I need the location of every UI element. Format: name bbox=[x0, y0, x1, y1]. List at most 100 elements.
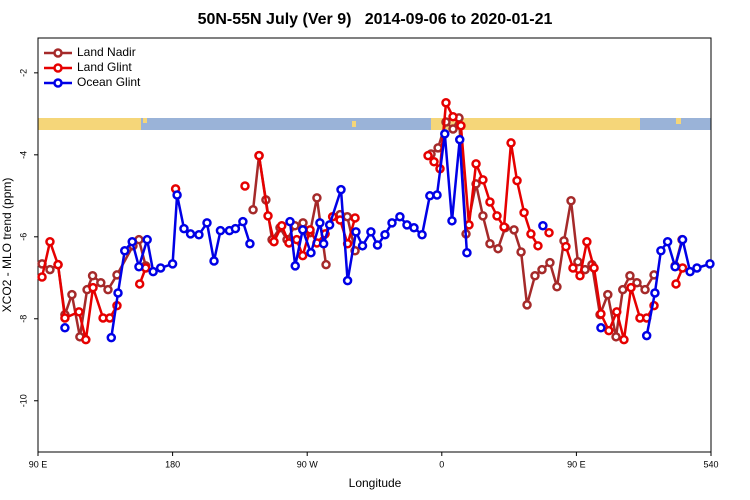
x-tick-label: 540 bbox=[703, 459, 718, 469]
legend-label: Land Nadir bbox=[77, 45, 136, 59]
y-axis-label: XCO2 - MLO trend (ppm) bbox=[0, 178, 14, 313]
data-point bbox=[45, 264, 55, 275]
data-point bbox=[516, 247, 526, 257]
data-point bbox=[471, 159, 481, 169]
data-point bbox=[357, 241, 368, 251]
data-point bbox=[53, 259, 63, 270]
data-point bbox=[67, 289, 77, 300]
data-point bbox=[238, 216, 248, 227]
data-point bbox=[179, 223, 189, 234]
data-point bbox=[561, 241, 571, 252]
legend-marker bbox=[53, 48, 63, 58]
band-ocean bbox=[640, 118, 711, 130]
data-point bbox=[566, 195, 576, 206]
data-point bbox=[380, 230, 390, 240]
data-point bbox=[596, 323, 606, 333]
band-land bbox=[352, 121, 356, 127]
data-point bbox=[619, 334, 629, 345]
y-tick-label: -6 bbox=[18, 233, 28, 241]
data-point bbox=[448, 111, 458, 122]
data-point bbox=[336, 184, 346, 195]
data-point bbox=[254, 150, 264, 161]
x-axis-label: Longitude bbox=[349, 476, 402, 490]
data-point bbox=[478, 175, 488, 185]
data-point bbox=[409, 223, 419, 233]
data-point bbox=[134, 261, 144, 272]
legend-marker bbox=[53, 63, 63, 73]
data-point bbox=[230, 223, 241, 234]
data-point bbox=[306, 248, 316, 258]
data-point bbox=[155, 263, 166, 273]
band-ocean bbox=[141, 118, 431, 130]
land-mask-band bbox=[38, 118, 711, 130]
data-point bbox=[297, 225, 308, 235]
data-point bbox=[106, 332, 117, 343]
data-point bbox=[194, 230, 204, 240]
data-point bbox=[290, 261, 300, 271]
plot-marks bbox=[37, 98, 715, 345]
data-point bbox=[662, 236, 673, 247]
data-point bbox=[395, 211, 405, 222]
data-point bbox=[575, 270, 585, 281]
data-point bbox=[312, 193, 322, 203]
data-point bbox=[142, 234, 152, 245]
x-tick-label: 90 E bbox=[567, 459, 586, 469]
data-point bbox=[533, 241, 543, 251]
data-point bbox=[351, 227, 361, 237]
data-point bbox=[215, 225, 226, 236]
data-point bbox=[429, 157, 439, 167]
data-point bbox=[677, 263, 688, 273]
data-point bbox=[604, 325, 614, 336]
data-point bbox=[324, 220, 335, 230]
data-point bbox=[441, 98, 451, 108]
data-point bbox=[552, 282, 562, 292]
x-tick-label: 90 W bbox=[297, 459, 319, 469]
data-point bbox=[641, 330, 652, 341]
data-point bbox=[318, 239, 329, 249]
legend-marker bbox=[53, 78, 63, 88]
data-point bbox=[209, 256, 219, 266]
data-point bbox=[677, 234, 688, 245]
data-point bbox=[573, 257, 583, 267]
data-point bbox=[74, 307, 84, 317]
data-point bbox=[202, 218, 212, 228]
data-point bbox=[440, 129, 450, 139]
data-point bbox=[625, 270, 635, 281]
data-point bbox=[45, 236, 55, 247]
data-point bbox=[493, 243, 503, 254]
data-point bbox=[545, 257, 555, 268]
data-point bbox=[172, 190, 182, 200]
data-point bbox=[692, 263, 702, 273]
data-point bbox=[509, 225, 519, 235]
data-point bbox=[485, 239, 495, 249]
data-point bbox=[670, 261, 680, 272]
data-point bbox=[105, 313, 115, 323]
data-point bbox=[37, 272, 47, 282]
data-point bbox=[462, 248, 472, 258]
data-point bbox=[297, 250, 308, 261]
data-point bbox=[464, 220, 474, 230]
data-point bbox=[350, 213, 360, 223]
data-point bbox=[618, 284, 628, 295]
data-point bbox=[537, 264, 547, 275]
data-point bbox=[632, 277, 642, 288]
data-point bbox=[372, 240, 383, 250]
data-point bbox=[185, 229, 196, 239]
data-point bbox=[245, 239, 255, 249]
data-point bbox=[522, 300, 532, 310]
data-point bbox=[240, 181, 250, 191]
band-land bbox=[676, 118, 681, 124]
data-point bbox=[492, 211, 502, 221]
data-point bbox=[538, 220, 548, 231]
data-point bbox=[478, 211, 488, 221]
data-point bbox=[568, 263, 578, 273]
data-point bbox=[456, 120, 466, 131]
data-point bbox=[596, 309, 606, 319]
data-point bbox=[544, 227, 554, 238]
y-tick-label: -10 bbox=[18, 394, 28, 407]
data-point bbox=[512, 175, 522, 186]
data-point bbox=[315, 218, 325, 228]
data-point bbox=[705, 259, 715, 269]
